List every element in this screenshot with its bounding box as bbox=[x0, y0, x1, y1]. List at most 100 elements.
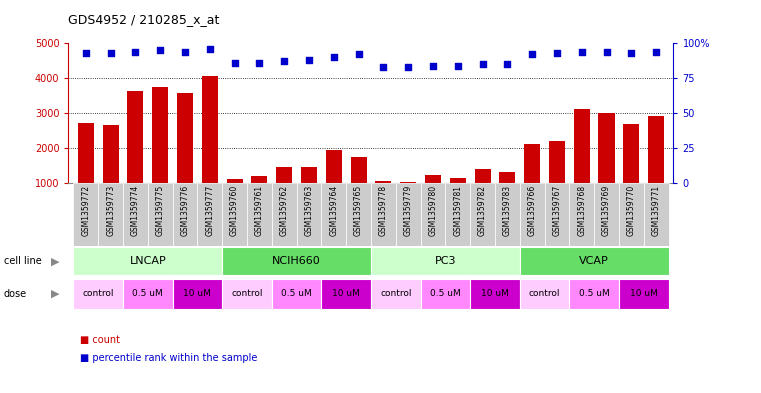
Bar bbox=[569, 183, 594, 246]
Text: 10 uM: 10 uM bbox=[183, 288, 212, 298]
Bar bbox=[74, 279, 123, 309]
Point bbox=[427, 62, 439, 69]
Text: ■ percentile rank within the sample: ■ percentile rank within the sample bbox=[80, 353, 257, 364]
Bar bbox=[421, 279, 470, 309]
Bar bbox=[569, 279, 619, 309]
Bar bbox=[425, 175, 441, 183]
Text: control: control bbox=[380, 288, 412, 298]
Text: GSM1359765: GSM1359765 bbox=[354, 185, 363, 236]
Bar bbox=[173, 279, 222, 309]
Bar bbox=[445, 183, 470, 246]
Bar bbox=[247, 183, 272, 246]
Point bbox=[575, 48, 587, 55]
Text: GSM1359763: GSM1359763 bbox=[304, 185, 314, 236]
Bar bbox=[272, 183, 297, 246]
Text: GSM1359777: GSM1359777 bbox=[205, 185, 215, 236]
Text: VCAP: VCAP bbox=[579, 256, 609, 266]
Text: NCIH660: NCIH660 bbox=[272, 256, 321, 266]
Bar bbox=[351, 156, 367, 183]
Bar bbox=[598, 113, 615, 183]
Text: GSM1359780: GSM1359780 bbox=[428, 185, 438, 236]
Text: GSM1359779: GSM1359779 bbox=[403, 185, 412, 236]
Point bbox=[600, 48, 613, 55]
Point bbox=[104, 50, 116, 56]
Text: 0.5 uM: 0.5 uM bbox=[132, 288, 163, 298]
Text: control: control bbox=[529, 288, 560, 298]
Text: GSM1359760: GSM1359760 bbox=[230, 185, 239, 236]
Bar bbox=[470, 183, 495, 246]
Bar bbox=[276, 167, 292, 183]
Bar bbox=[127, 91, 144, 183]
Text: 0.5 uM: 0.5 uM bbox=[579, 288, 610, 298]
Bar bbox=[644, 183, 668, 246]
Text: ▶: ▶ bbox=[51, 289, 59, 299]
Point bbox=[303, 57, 315, 63]
Bar bbox=[371, 279, 421, 309]
Bar bbox=[619, 183, 644, 246]
Text: GDS4952 / 210285_x_at: GDS4952 / 210285_x_at bbox=[68, 13, 220, 26]
Point bbox=[501, 61, 514, 67]
Point bbox=[204, 46, 216, 52]
Text: GSM1359776: GSM1359776 bbox=[180, 185, 189, 236]
Text: GSM1359771: GSM1359771 bbox=[651, 185, 661, 236]
Text: 10 uM: 10 uM bbox=[481, 288, 509, 298]
Bar bbox=[297, 183, 321, 246]
Bar bbox=[321, 183, 346, 246]
Text: 0.5 uM: 0.5 uM bbox=[282, 288, 312, 298]
Bar bbox=[222, 279, 272, 309]
Text: LNCAP: LNCAP bbox=[129, 256, 166, 266]
Bar bbox=[346, 183, 371, 246]
Text: GSM1359766: GSM1359766 bbox=[527, 185, 537, 236]
Bar bbox=[421, 183, 445, 246]
Bar bbox=[594, 183, 619, 246]
Point bbox=[526, 51, 538, 57]
Text: GSM1359774: GSM1359774 bbox=[131, 185, 140, 236]
Text: GSM1359783: GSM1359783 bbox=[503, 185, 512, 236]
Text: GSM1359770: GSM1359770 bbox=[627, 185, 636, 236]
Text: ■ count: ■ count bbox=[80, 335, 120, 345]
Point bbox=[129, 48, 142, 55]
Text: ▶: ▶ bbox=[51, 256, 59, 266]
Bar bbox=[222, 247, 371, 275]
Point bbox=[179, 48, 191, 55]
Point bbox=[626, 50, 638, 56]
Bar bbox=[197, 183, 222, 246]
Point bbox=[402, 64, 414, 70]
Text: GSM1359773: GSM1359773 bbox=[106, 185, 115, 236]
Point bbox=[278, 58, 290, 64]
Bar bbox=[396, 183, 421, 246]
Bar bbox=[520, 247, 668, 275]
Bar bbox=[520, 279, 569, 309]
Text: GSM1359781: GSM1359781 bbox=[454, 185, 462, 236]
Bar bbox=[371, 183, 396, 246]
Text: 10 uM: 10 uM bbox=[333, 288, 360, 298]
Point bbox=[154, 47, 167, 53]
Bar bbox=[227, 178, 243, 183]
Bar bbox=[470, 279, 520, 309]
Text: GSM1359782: GSM1359782 bbox=[478, 185, 487, 236]
Text: GSM1359772: GSM1359772 bbox=[81, 185, 91, 236]
Text: GSM1359762: GSM1359762 bbox=[280, 185, 288, 236]
Point bbox=[352, 51, 365, 57]
Point bbox=[452, 62, 464, 69]
Text: PC3: PC3 bbox=[435, 256, 456, 266]
Text: GSM1359767: GSM1359767 bbox=[552, 185, 562, 236]
Bar bbox=[177, 94, 193, 183]
Bar bbox=[202, 76, 218, 183]
Bar bbox=[251, 176, 267, 183]
Text: control: control bbox=[82, 288, 114, 298]
Bar bbox=[475, 169, 491, 183]
Point bbox=[377, 64, 390, 70]
Point bbox=[328, 54, 340, 60]
Bar bbox=[74, 183, 98, 246]
Text: cell line: cell line bbox=[4, 256, 42, 266]
Bar bbox=[103, 125, 119, 183]
Text: 0.5 uM: 0.5 uM bbox=[430, 288, 460, 298]
Bar bbox=[375, 181, 391, 183]
Bar bbox=[623, 124, 639, 183]
Point bbox=[650, 48, 662, 55]
Bar bbox=[152, 87, 168, 183]
Text: 10 uM: 10 uM bbox=[630, 288, 658, 298]
Bar bbox=[326, 150, 342, 183]
Bar bbox=[123, 279, 173, 309]
